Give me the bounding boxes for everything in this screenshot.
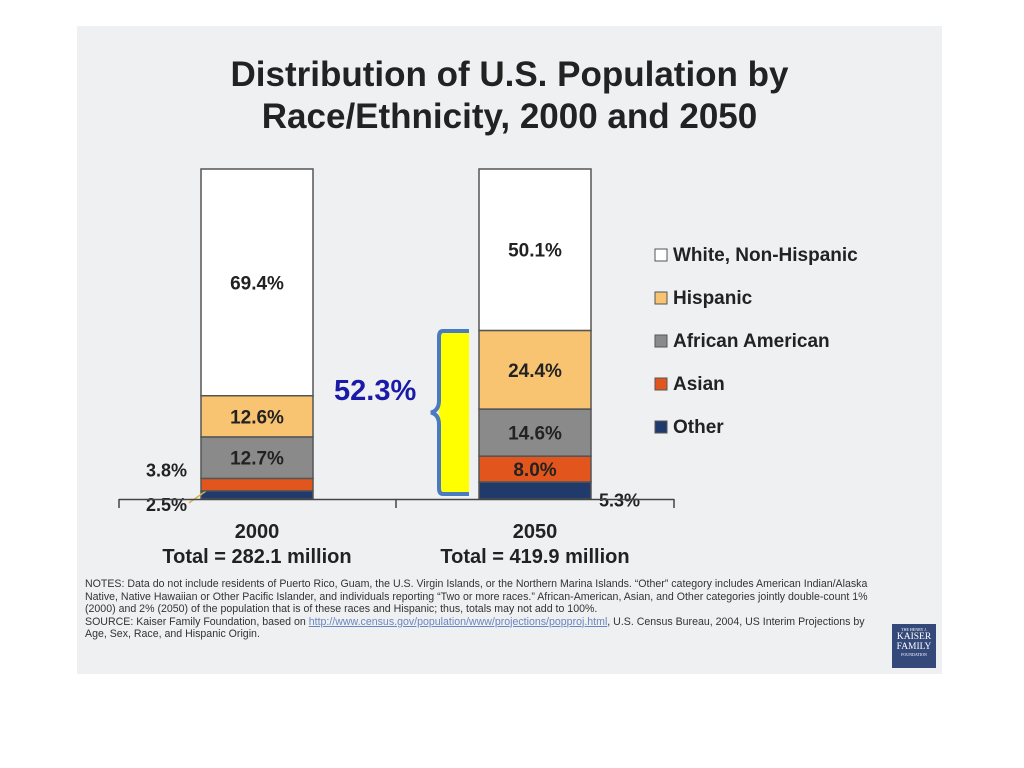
bar-segment-2050-0	[478, 481, 592, 500]
chart-title: Distribution of U.S. Population by Race/…	[77, 54, 942, 138]
bar-segment-2050-1	[478, 455, 592, 483]
bar-segment-2050-3	[478, 329, 592, 410]
legend-swatch-3	[654, 377, 668, 391]
x-total-label-2050: Total = 419.9 million	[440, 546, 629, 568]
stacked-bar-chart: 2.5% 3.8% 12.7% 12.6% 69.4% 2000 Total = 282.1…	[118, 168, 858, 568]
legend-label-3: Asian	[673, 374, 725, 395]
logo-line-1: THE HENRY J.	[901, 627, 927, 632]
data-label-2050-1: 8.0%	[513, 460, 556, 481]
slide: Distribution of U.S. Population by Race/…	[77, 26, 942, 674]
annotation-highlight	[439, 331, 469, 494]
annotation-label: 52.3%	[334, 375, 416, 407]
notes-block: NOTES: Data do not include residents of …	[85, 578, 875, 641]
data-label-2000-3: 12.6%	[230, 407, 284, 428]
bar-segment-2000-1	[200, 477, 314, 492]
x-total-label-2000: Total = 282.1 million	[162, 546, 351, 568]
legend-label-2: African American	[673, 331, 830, 352]
legend-swatch-2	[654, 334, 668, 348]
legend-label-4: Other	[673, 417, 724, 438]
logo-line-2: KAISER	[896, 632, 932, 642]
data-label-2050-0: 5.3%	[599, 490, 640, 510]
data-label-2050-3: 24.4%	[508, 361, 562, 382]
title-line-1: Distribution of U.S. Population by	[230, 55, 789, 94]
data-label-2000-1: 3.8%	[146, 461, 187, 481]
kaiser-logo: THE HENRY J. KAISER FAMILY FOUNDATION	[892, 624, 936, 668]
data-label-2050-4: 50.1%	[508, 241, 562, 262]
source-link[interactable]: http://www.census.gov/population/www/pro…	[308, 615, 608, 628]
legend-swatch-0	[654, 248, 668, 262]
legend-swatch-1	[654, 291, 668, 305]
logo-line-3: FAMILY	[896, 642, 932, 652]
x-tick-label-2050: 2050	[513, 521, 558, 543]
notes-text: NOTES: Data do not include residents of …	[85, 578, 868, 616]
bar-segment-2050-4	[478, 168, 592, 332]
annotation-bracket	[430, 329, 469, 496]
bar-segment-2000-4	[200, 168, 314, 397]
x-tick-label-2000: 2000	[235, 521, 280, 543]
bar-segment-2050-2	[478, 408, 592, 457]
legend-label-1: Hispanic	[673, 288, 753, 309]
data-label-2000-4: 69.4%	[230, 273, 284, 294]
bar-segment-2000-2	[200, 436, 314, 480]
title-line-2: Race/Ethnicity, 2000 and 2050	[261, 97, 758, 136]
data-label-2000-0: 2.5%	[146, 495, 187, 515]
bar-segment-2000-0	[200, 490, 314, 500]
logo-line-4: FOUNDATION	[901, 652, 927, 657]
source-text: SOURCE: Kaiser Family Foundation, based …	[85, 616, 875, 641]
data-label-2000-2: 12.7%	[230, 449, 284, 470]
bar-segment-2000-3	[200, 395, 314, 438]
source-prefix: SOURCE: Kaiser Family Foundation, based …	[85, 615, 309, 628]
legend-swatch-4	[654, 420, 668, 434]
legend-label-0: White, Non-Hispanic	[673, 245, 858, 266]
data-label-2050-2: 14.6%	[508, 424, 562, 445]
source-suffix: , U.S. Census Bureau, 2004, US Interim P…	[85, 615, 865, 641]
